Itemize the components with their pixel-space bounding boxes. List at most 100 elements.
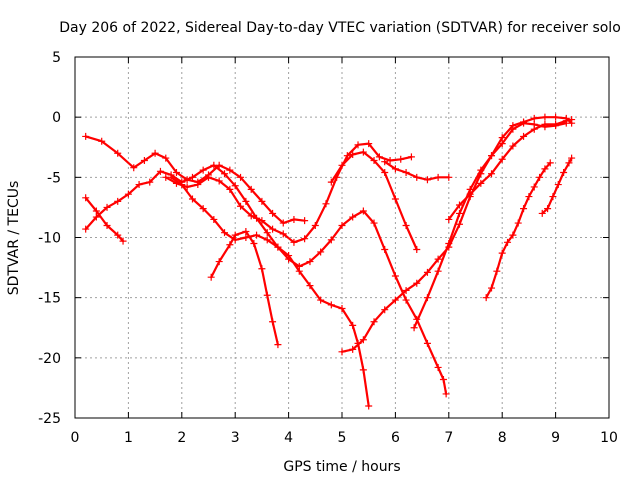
data-point [242,227,250,235]
data-point [199,205,207,213]
x-tick-label: 0 [71,430,80,446]
data-point [226,241,234,249]
series-arc-3 [82,194,127,245]
data-point [554,181,562,189]
data-point [114,197,122,205]
data-point [317,248,325,256]
data-point [188,195,196,203]
data-point [365,140,373,148]
data-point [226,166,234,174]
data-point [359,366,367,374]
series-arc-1 [82,132,309,227]
data-point [114,149,122,157]
data-point [552,113,560,121]
data-point [327,178,335,186]
y-tick-label: -5 [47,170,61,186]
data-point [247,212,255,220]
data-point [135,181,143,189]
x-tick-label: 4 [284,430,293,446]
data-point [317,296,325,304]
data-point [322,200,330,208]
data-point [434,267,442,275]
data-point [301,217,309,225]
data-point [423,176,431,184]
x-tick-label: 6 [391,430,400,446]
series-line [84,135,306,225]
data-point [98,137,106,145]
data-point [119,237,127,245]
data-point [568,154,576,162]
data-point [434,173,442,181]
data-point [552,120,560,128]
series-line [164,142,413,244]
x-tick-label: 2 [177,430,186,446]
data-point [205,173,212,181]
x-axis-label: GPS time / hours [283,459,400,475]
data-point [413,246,421,254]
data-point [381,158,389,166]
data-point [258,197,266,205]
data-point [565,159,573,167]
data-point [188,173,196,181]
data-point [338,161,346,169]
data-point [306,258,314,266]
x-tick-label: 3 [231,430,240,446]
data-point [413,173,421,181]
data-point [397,155,405,163]
data-point [455,220,463,228]
data-point [402,221,410,229]
data-point [327,301,335,309]
y-tick-label: 0 [52,110,61,126]
x-tick-label: 9 [551,430,560,446]
data-point [338,304,346,312]
data-point [538,209,546,217]
y-tick-label: 5 [52,50,61,66]
data-point [445,240,453,248]
data-point [514,219,522,227]
data-point [466,190,474,198]
data-point [536,173,544,181]
data-point [215,177,223,185]
series-layer [82,113,576,410]
data-point [279,230,287,238]
data-point [140,156,148,164]
series-arc-6 [207,227,282,349]
data-point [359,148,367,156]
data-point [488,170,496,178]
data-point [338,348,346,356]
data-point [343,152,351,160]
data-point [413,279,421,287]
x-tick-label: 1 [124,430,133,446]
data-point [146,178,154,186]
data-point [391,272,399,280]
data-point [295,267,303,275]
data-point [162,154,170,162]
data-point [151,149,159,157]
data-point [194,181,202,189]
data-point [381,246,389,254]
data-point [92,213,100,221]
data-point [359,336,367,344]
data-point [381,306,389,314]
data-point [370,219,378,227]
data-point [498,249,506,257]
data-point [520,205,528,213]
data-point [274,341,282,349]
data-point [546,159,554,167]
data-point [541,113,549,121]
data-point [541,165,549,173]
series-line [330,151,418,251]
data-point [381,169,389,177]
data-point [172,169,180,177]
data-point [269,318,277,326]
data-point [549,193,557,201]
data-point [311,221,319,229]
data-point [504,238,512,246]
data-point [231,182,239,190]
data-point [207,273,215,281]
series-arc-12 [482,159,554,302]
series-arc-7 [327,148,421,254]
data-point [92,207,100,215]
data-point [520,132,528,140]
